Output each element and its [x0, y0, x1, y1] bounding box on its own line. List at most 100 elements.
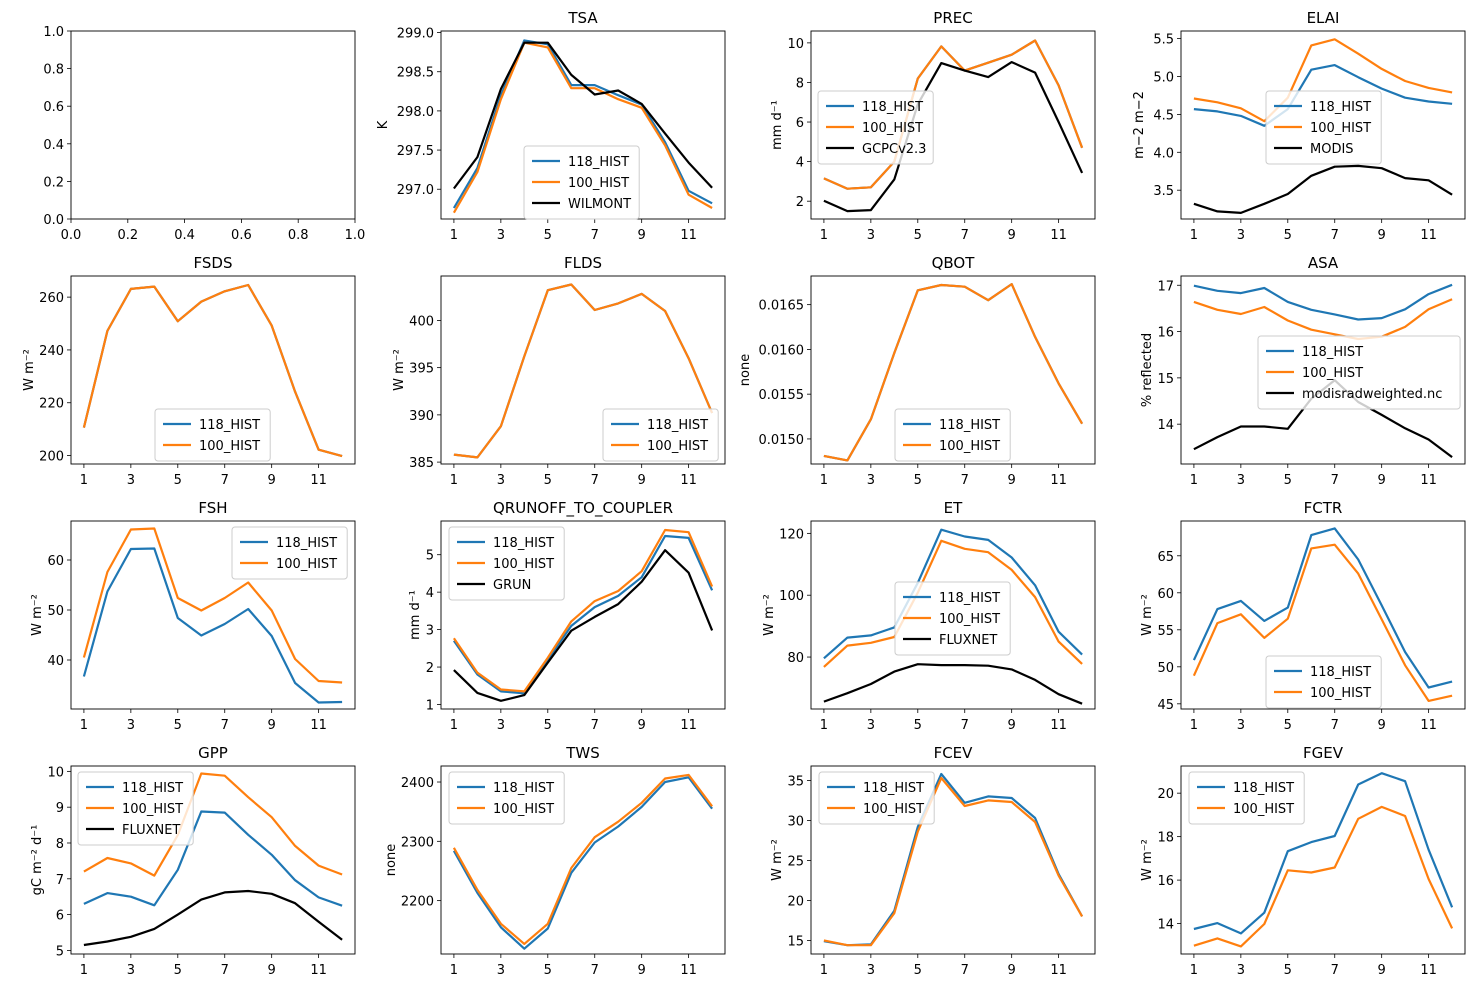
- x-tick-label: 7: [1331, 718, 1339, 733]
- legend: 118_HIST 100_HIST GCPCv2.3: [817, 90, 934, 165]
- y-tick-label: 220: [39, 397, 64, 412]
- legend-box: [817, 90, 934, 165]
- x-tick-label: 11: [1050, 228, 1067, 243]
- x-tick-label: 5: [914, 718, 922, 733]
- series-line-100-hist: [823, 539, 1083, 668]
- x-tick-label: 7: [591, 228, 599, 243]
- x-tick-label: 7: [1331, 228, 1339, 243]
- series-line-118-hist: [1192, 527, 1453, 689]
- panel-title: FGEV: [1303, 744, 1344, 762]
- x-tick-label: 11: [680, 473, 697, 488]
- y-tick-label: 0.2: [43, 175, 64, 190]
- x-tick-label: 0.0: [61, 228, 82, 243]
- panel-title: ELAI: [1307, 9, 1340, 27]
- y-tick-label: 15: [787, 934, 804, 949]
- panel-title: FCTR: [1304, 499, 1343, 517]
- legend-label: WILMONT: [568, 197, 631, 212]
- x-tick-label: 5: [914, 228, 922, 243]
- legend: 118_HIST 100_HIST: [1265, 655, 1382, 709]
- panel-empty: 0.0 0.2 0.4 0.6 0.8 1.0 0.0 0.2 0.4 0.6 0.8 1.0: [43, 25, 365, 243]
- y-axis-label: W m⁻²: [30, 594, 45, 636]
- x-tick-label: 9: [1378, 473, 1386, 488]
- y-tick-label: 240: [39, 344, 64, 359]
- x-tick-label: 9: [268, 473, 276, 488]
- legend-label: 118_HIST: [199, 418, 260, 433]
- legend-label: 100_HIST: [1233, 802, 1294, 817]
- y-tick-label: 1: [426, 699, 434, 714]
- legend-label: 118_HIST: [493, 781, 554, 796]
- y-axis-label: K: [376, 120, 391, 129]
- legend: 118_HIST 100_HIST: [818, 771, 935, 825]
- panel-title: ET: [944, 499, 963, 517]
- y-axis-label: W m⁻²: [1140, 839, 1155, 881]
- y-tick-label: 120: [779, 527, 804, 542]
- x-tick-label: 11: [310, 963, 327, 978]
- x-tick-label: 3: [1237, 228, 1245, 243]
- x-tick-label: 9: [268, 718, 276, 733]
- legend-label: 100_HIST: [939, 439, 1000, 454]
- x-tick-label: 7: [961, 473, 969, 488]
- x-tick-label: 1: [1190, 963, 1198, 978]
- series-line-grun: [453, 549, 714, 702]
- x-tick-label: 9: [1008, 963, 1016, 978]
- series-line-118-hist: [823, 528, 1083, 660]
- y-axis-label: W m⁻²: [1140, 594, 1155, 636]
- legend-box: [1265, 90, 1382, 165]
- x-tick-label: 11: [1420, 228, 1437, 243]
- x-tick-label: 9: [1378, 963, 1386, 978]
- axes-frame: [70, 520, 356, 710]
- x-tick-label: 11: [1050, 963, 1067, 978]
- panel-title: ASA: [1308, 254, 1339, 272]
- legend: 118_HIST 100_HIST: [231, 526, 348, 580]
- x-tick-label: 1: [450, 473, 458, 488]
- y-tick-label: 0.0: [43, 213, 64, 228]
- y-tick-label: 3: [426, 624, 434, 639]
- axes-frame: [440, 520, 726, 710]
- x-tick-label: 3: [867, 228, 875, 243]
- y-tick-label: 25: [787, 854, 804, 869]
- x-tick-label: 1: [820, 473, 828, 488]
- y-tick-label: 18: [1157, 831, 1174, 846]
- y-tick-label: 298.5: [397, 66, 434, 81]
- y-tick-label: 260: [39, 291, 64, 306]
- y-tick-label: 50: [47, 604, 64, 619]
- legend-label: GCPCv2.3: [862, 142, 926, 157]
- x-tick-label: 5: [1284, 473, 1292, 488]
- y-tick-label: 200: [39, 450, 64, 465]
- y-tick-label: 40: [47, 654, 64, 669]
- y-tick-label: 10: [787, 37, 804, 52]
- legend: 118_HIST 100_HIST: [602, 408, 719, 462]
- y-tick-label: 4.0: [1153, 146, 1174, 161]
- x-tick-label: 9: [638, 718, 646, 733]
- series-line-100-hist: [452, 773, 713, 946]
- legend: 118_HIST 100_HIST FLUXNET: [894, 581, 1011, 656]
- panel-gpp: GPP 1 3 5 7 9 11 5 6 7 8 9 10 gC m⁻² d⁻¹ 118_HIST 100_H…: [30, 744, 356, 978]
- y-tick-label: 2: [796, 195, 804, 210]
- y-axis-label: % reflected: [1140, 333, 1155, 407]
- y-tick-label: 80: [787, 651, 804, 666]
- x-tick-label: 11: [680, 228, 697, 243]
- axes-frame: [1180, 30, 1466, 220]
- y-tick-label: 5.5: [1153, 33, 1174, 48]
- series-line-118-hist: [1193, 772, 1454, 935]
- panel-title: PREC: [933, 9, 972, 27]
- series-line-100-hist: [823, 39, 1084, 190]
- y-axis-label: W m⁻²: [762, 594, 777, 636]
- x-tick-label: 11: [680, 963, 697, 978]
- x-tick-label: 9: [638, 228, 646, 243]
- legend-box: [77, 771, 194, 846]
- series-line-100-hist: [453, 283, 714, 459]
- legend-label: FLUXNET: [122, 823, 180, 838]
- x-tick-label: 9: [638, 963, 646, 978]
- y-tick-label: 0.4: [43, 138, 64, 153]
- legend-label: 100_HIST: [199, 439, 260, 454]
- series-line-118-hist: [1193, 63, 1453, 127]
- x-tick-label: 0.6: [231, 228, 252, 243]
- x-tick-label: 5: [544, 718, 552, 733]
- legend-label: 100_HIST: [939, 612, 1000, 627]
- x-tick-label: 0.2: [117, 228, 138, 243]
- series-line-100-hist: [452, 41, 713, 214]
- axes-frame: [70, 30, 356, 220]
- legend-label: modisradweighted.nc: [1302, 387, 1442, 402]
- x-tick-label: 3: [1237, 718, 1245, 733]
